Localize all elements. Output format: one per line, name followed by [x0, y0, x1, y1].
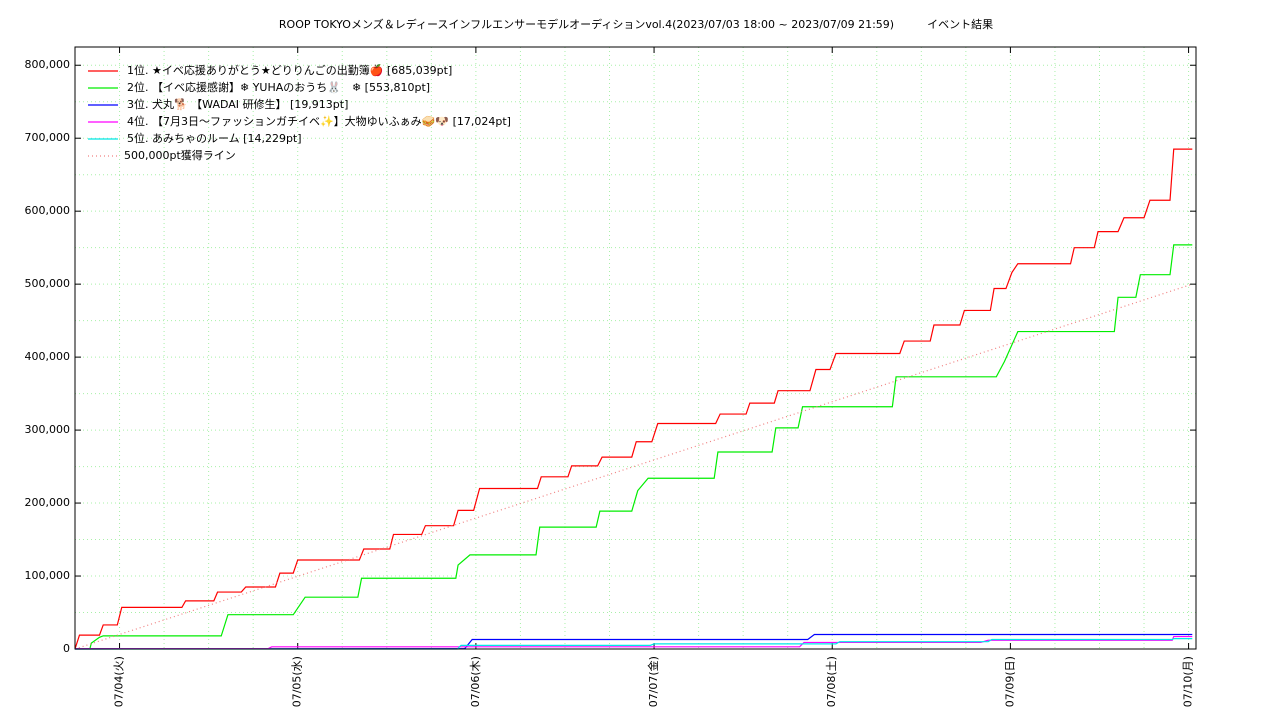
y-tick-label: 0 [63, 642, 70, 655]
legend-label: 3位. 犬丸🐕 【WADAI 研修生】 [19,913pt] [127, 97, 348, 111]
chart-title: ROOP TOKYOメンズ＆レディースインフルエンサーモデルオーディションvol… [279, 17, 993, 31]
x-tick-label: 07/10(月) [1182, 656, 1195, 707]
y-tick-label: 100,000 [25, 569, 71, 582]
y-tick-label: 500,000 [25, 277, 71, 290]
x-tick-label: 07/07(金) [646, 656, 660, 707]
y-tick-label: 600,000 [25, 204, 71, 217]
legend-label: 500,000pt獲得ライン [124, 149, 236, 162]
legend-label: 1位. ★イベ応援ありがとう★どりりんごの出勤簿🍎 [685,039pt] [127, 63, 452, 77]
y-tick-label: 300,000 [25, 423, 71, 436]
y-tick-label: 700,000 [25, 131, 71, 144]
x-tick-label: 07/08(土) [825, 656, 838, 707]
x-tick-label: 07/09(日) [1003, 656, 1016, 707]
x-tick-label: 07/04(火) [113, 656, 126, 707]
series-line [75, 635, 1193, 650]
y-tick-label: 400,000 [25, 350, 71, 363]
series-line [74, 283, 1193, 650]
plot-frame [74, 46, 1197, 650]
y-tick-label: 800,000 [25, 58, 71, 71]
series-line [75, 638, 1193, 650]
y-tick-label: 200,000 [25, 496, 71, 509]
legend-label: 5位. あみちゃのルーム [14,229pt] [127, 131, 302, 145]
legend-label: 4位. 【7月3日〜ファッションガチイベ✨】大物ゆいふぁみ🥪🐶 [17,024p… [127, 114, 511, 128]
series-line [89, 244, 1193, 650]
legend-label: 2位. 【イベ応援感謝】❄ YUHAのおうち🐰 ❄ [553,810pt] [127, 80, 430, 94]
x-tick-label: 07/05(水) [291, 656, 304, 707]
series-line [74, 148, 1193, 650]
x-tick-label: 07/06(木) [469, 656, 482, 707]
